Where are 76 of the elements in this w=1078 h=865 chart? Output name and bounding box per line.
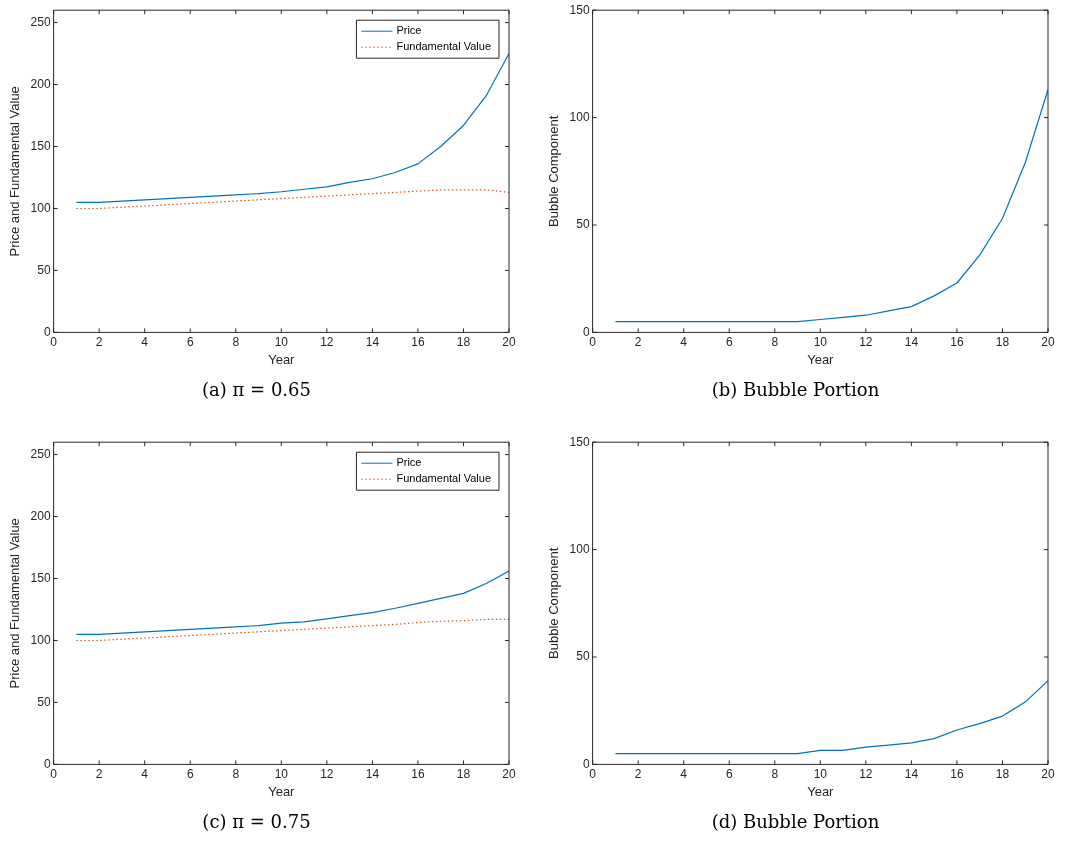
x-tick-label: 18 (995, 766, 1010, 781)
y-tick-label: 100 (569, 541, 590, 556)
text: (b) Bubble Portion (711, 378, 880, 400)
x-tick-label: 8 (771, 334, 779, 349)
x-tick-label: 2 (634, 766, 642, 781)
x-tick-label: 4 (141, 334, 149, 349)
x-tick-label: 12 (320, 766, 334, 781)
y-tick-label: 0 (582, 324, 590, 339)
x-tick-label: 8 (771, 766, 779, 781)
text: (a) π = 0.65 (202, 378, 311, 400)
y-tick-label: 150 (569, 434, 590, 449)
x-tick-label: 14 (365, 334, 380, 349)
legend-label: Fundamental Value (396, 40, 492, 53)
y-tick-label: 50 (576, 649, 590, 664)
x-axis-title: Year (807, 352, 835, 368)
x-tick-label: 14 (904, 334, 919, 349)
x-tick-label: 18 (456, 334, 471, 349)
y-tick-label: 100 (30, 632, 51, 647)
x-tick-label: 2 (95, 766, 103, 781)
y-tick-label: 50 (37, 694, 51, 709)
legend-label: Price (396, 24, 422, 37)
x-tick-label: 8 (232, 334, 240, 349)
x-tick-label: 20 (502, 334, 516, 349)
x-tick-label: 6 (186, 766, 194, 781)
y-tick-label: 200 (30, 508, 51, 523)
x-tick-label: 20 (502, 766, 516, 781)
x-tick-label: 16 (411, 334, 425, 349)
x-tick-label: 10 (274, 334, 289, 349)
x-tick-label: 10 (813, 334, 828, 349)
x-axis-title: Year (268, 784, 296, 800)
text: (d) Bubble Portion (711, 810, 880, 832)
x-tick-label: 16 (950, 766, 964, 781)
x-tick-label: 18 (995, 334, 1010, 349)
x-tick-label: 12 (859, 766, 873, 781)
x-tick-label: 12 (320, 334, 334, 349)
x-tick-label: 2 (634, 334, 642, 349)
x-tick-label: 14 (904, 766, 919, 781)
y-axis-title: Bubble Component (546, 547, 562, 659)
y-tick-label: 200 (30, 76, 51, 91)
x-tick-label: 4 (680, 334, 688, 349)
x-tick-label: 16 (411, 766, 425, 781)
y-tick-label: 150 (30, 138, 51, 153)
x-tick-label: 6 (725, 766, 733, 781)
x-tick-label: 16 (950, 334, 964, 349)
x-axis-title: Year (268, 352, 296, 368)
y-tick-label: 50 (576, 217, 590, 232)
x-tick-label: 2 (95, 334, 103, 349)
y-axis-title: Bubble Component (546, 115, 562, 227)
y-tick-label: 100 (569, 109, 590, 124)
x-tick-label: 20 (1041, 766, 1055, 781)
y-tick-label: 0 (43, 756, 51, 771)
x-tick-label: 6 (186, 334, 194, 349)
y-tick-label: 0 (43, 324, 51, 339)
x-tick-label: 10 (813, 766, 828, 781)
y-tick-label: 50 (37, 262, 51, 277)
y-tick-label: 250 (30, 446, 51, 461)
x-tick-label: 4 (141, 766, 149, 781)
x-tick-label: 10 (274, 766, 289, 781)
y-tick-label: 100 (30, 200, 51, 215)
y-tick-label: 0 (582, 756, 590, 771)
x-tick-label: 14 (365, 766, 380, 781)
y-tick-label: 150 (30, 570, 51, 585)
y-tick-label: 250 (30, 14, 51, 29)
x-tick-label: 6 (725, 334, 733, 349)
y-tick-label: 150 (569, 2, 590, 17)
legend-label: Price (396, 456, 422, 469)
y-axis-title: Price and Fundamental Value (7, 86, 23, 257)
x-tick-label: 8 (232, 766, 240, 781)
x-tick-label: 12 (859, 334, 873, 349)
x-axis-title: Year (807, 784, 835, 800)
x-tick-label: 18 (456, 766, 471, 781)
legend-label: Fundamental Value (396, 472, 492, 485)
y-axis-title: Price and Fundamental Value (7, 518, 23, 689)
x-tick-label: 4 (680, 766, 688, 781)
text: (c) π = 0.75 (202, 810, 311, 832)
x-tick-label: 20 (1041, 334, 1055, 349)
